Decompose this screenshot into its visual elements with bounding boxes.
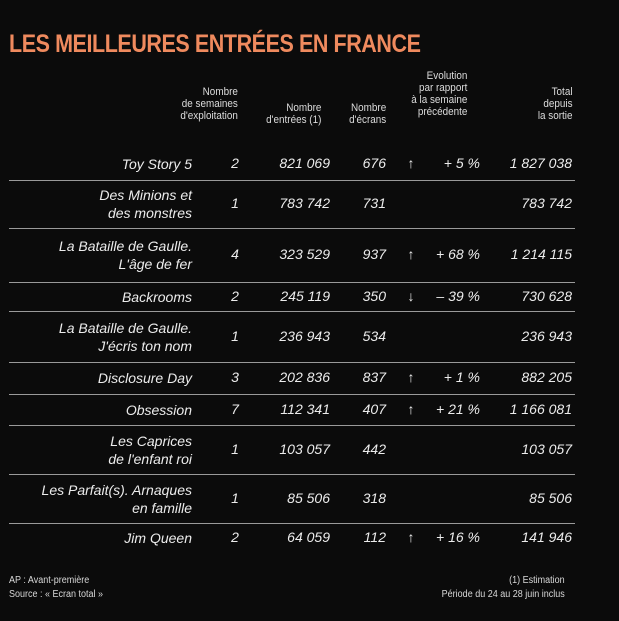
entries-cell: 103 057	[279, 440, 330, 457]
table-row: Les Parfait(s). Arnaques en famille 1 85 50…	[9, 474, 575, 523]
table-row: Disclosure Day 3 202 836 837 + 1 % 882 205 ↑	[9, 362, 575, 394]
total-cell: 1 166 081	[509, 400, 572, 417]
total-cell: 141 946	[521, 529, 572, 545]
row-divider	[9, 362, 575, 363]
arrow-up-icon: ↑	[407, 369, 415, 385]
weeks-cell: 3	[231, 369, 239, 385]
column-header-entries: Nombre d'entrées (1)	[265, 102, 321, 126]
screens-cell: 676	[362, 155, 386, 171]
total-cell: 103 057	[521, 440, 572, 457]
footnote-estimation: (1) Estimation	[509, 575, 565, 586]
evolution-cell: + 68 %	[436, 246, 480, 262]
column-header-screens: Nombre d'écrans	[348, 102, 386, 126]
table-row: Les Caprices de l'enfant roi 1 103 057 442 10…	[9, 425, 575, 474]
footnote-period: Période du 24 au 28 juin inclus	[441, 589, 565, 600]
table-row: La Bataille de Gaulle. J'écris ton nom 1 23…	[9, 311, 575, 362]
row-divider	[9, 425, 575, 426]
film-title: Les Caprices de l'enfant roi	[108, 432, 192, 467]
total-cell: 85 506	[529, 489, 572, 506]
weeks-cell: 1	[231, 489, 239, 506]
evolution-cell: + 21 %	[436, 400, 480, 417]
weeks-cell: 1	[231, 327, 239, 344]
table-row: La Bataille de Gaulle. L'âge de fer 4 323 5…	[9, 228, 575, 282]
total-cell: 882 205	[521, 369, 572, 385]
entries-cell: 64 059	[287, 529, 330, 545]
entries-cell: 85 506	[287, 489, 330, 506]
evolution-cell: + 1 %	[443, 369, 480, 385]
film-title: Jim Queen	[124, 530, 192, 546]
film-title: Obsession	[125, 401, 192, 418]
film-title: La Bataille de Gaulle. L'âge de fer	[58, 238, 192, 272]
column-header-evolution: Evolution par rapport à la semaine précé…	[410, 70, 467, 118]
footnote-ap: AP : Avant-première	[9, 575, 90, 586]
row-divider	[9, 180, 575, 181]
entries-cell: 245 119	[280, 287, 330, 304]
screens-cell: 442	[362, 440, 386, 457]
arrow-up-icon: ↑	[407, 155, 415, 171]
total-cell: 1 214 115	[510, 246, 572, 262]
total-cell: 730 628	[521, 287, 572, 304]
weeks-cell: 7	[231, 400, 239, 417]
weeks-cell: 2	[231, 529, 239, 545]
table-row: Jim Queen 2 64 059 112 + 16 % 141 946 ↑	[9, 523, 575, 553]
evolution-cell: – 39 %	[436, 287, 480, 304]
row-divider	[9, 523, 575, 524]
film-title: Les Parfait(s). Arnaques en famille	[41, 481, 192, 516]
page-title: LES MEILLEURES ENTRÉES EN FRANCE	[9, 30, 421, 58]
arrow-up-icon: ↑	[407, 529, 415, 545]
arrow-up-icon: ↑	[407, 400, 415, 417]
screens-cell: 350	[362, 287, 386, 304]
entries-cell: 202 836	[279, 369, 330, 385]
film-title: Toy Story 5	[121, 156, 192, 172]
table-row: Toy Story 5 2 821 069 676 + 5 % 1 827 038 ↑	[9, 148, 575, 180]
entries-cell: 323 529	[279, 246, 330, 262]
screens-cell: 534	[362, 327, 386, 344]
film-title: Des Minions et des monstres	[99, 187, 192, 221]
row-divider	[9, 474, 575, 475]
row-divider	[9, 282, 575, 283]
film-title: Backrooms	[121, 288, 192, 305]
entries-cell: 112 341	[280, 400, 330, 417]
entries-cell: 783 742	[279, 195, 330, 211]
footnote-source: Source : « Ecran total »	[9, 589, 104, 600]
screens-cell: 318	[362, 489, 386, 506]
total-cell: 783 742	[521, 195, 572, 211]
weeks-cell: 1	[231, 440, 239, 457]
column-header-weeks: Nombre de semaines d'exploitation	[180, 86, 238, 122]
table-row: Obsession 7 112 341 407 + 21 % 1 166 081 ↑	[9, 394, 575, 425]
screens-cell: 937	[362, 246, 386, 262]
total-cell: 236 943	[521, 327, 572, 344]
screens-cell: 837	[362, 369, 386, 385]
film-title: La Bataille de Gaulle. J'écris ton nom	[58, 319, 192, 354]
table-row: Des Minions et des monstres 1 783 742 731 783…	[9, 180, 575, 228]
row-divider	[9, 394, 575, 395]
film-title: Disclosure Day	[97, 370, 192, 386]
screens-cell: 407	[362, 400, 386, 417]
row-divider	[9, 311, 575, 312]
column-header-total: Total depuis la sortie	[538, 86, 573, 122]
evolution-cell: + 16 %	[436, 529, 480, 545]
row-divider	[9, 228, 575, 229]
screens-cell: 112	[363, 529, 386, 545]
entries-cell: 821 069	[279, 155, 330, 171]
weeks-cell: 4	[231, 246, 239, 262]
weeks-cell: 2	[231, 287, 239, 304]
arrow-up-icon: ↑	[407, 246, 415, 262]
evolution-cell: + 5 %	[443, 155, 480, 171]
table-row: Backrooms 2 245 119 350 – 39 % 730 628 ↓	[9, 282, 575, 311]
screens-cell: 731	[362, 195, 386, 211]
entries-cell: 236 943	[279, 327, 330, 344]
arrow-down-icon: ↓	[407, 287, 415, 304]
total-cell: 1 827 038	[509, 155, 572, 171]
weeks-cell: 1	[231, 195, 239, 211]
weeks-cell: 2	[231, 155, 239, 171]
